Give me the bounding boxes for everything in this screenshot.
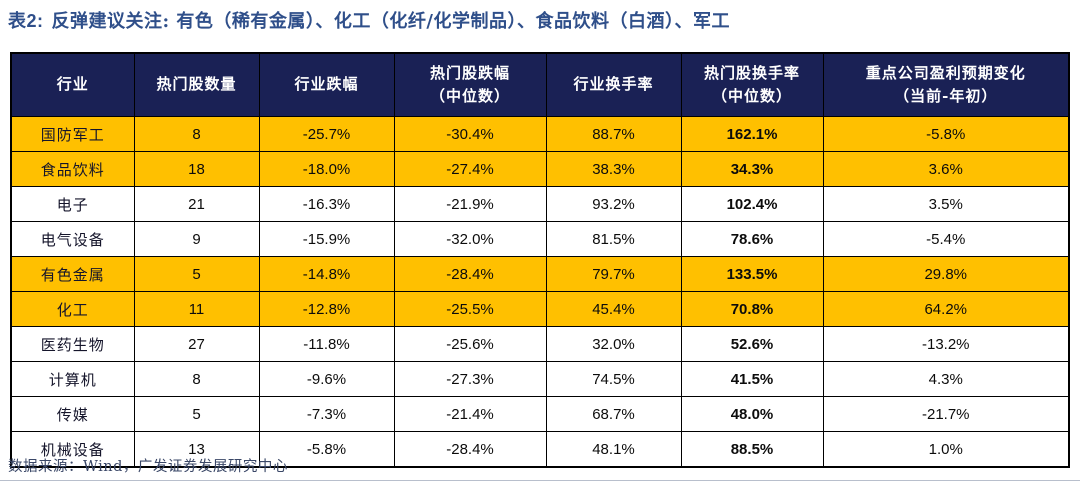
table-row: 机械设备 13 -5.8% -28.4% 48.1% 88.5% 1.0%	[10, 431, 1070, 468]
cell-industry-turnover: 45.4%	[545, 291, 682, 327]
cell-hot-stock-decline-median: -21.9%	[393, 186, 547, 222]
cell-hot-stock-count: 8	[133, 361, 260, 397]
table-header-row: 行业 热门股数量 行业跌幅 热门股跌幅 （中位数） 行业换手率 热门股换手率 （中位数） 重点公…	[10, 52, 1070, 117]
cell-industry: 化工	[10, 291, 135, 327]
cell-profit-forecast-change: 3.6%	[822, 151, 1070, 187]
table-title-text: 反弹建议关注: 有色（稀有金属）、化工（化纤/化学制品）、食品饮料（白酒）、军工	[51, 11, 730, 32]
cell-profit-forecast-change: 64.2%	[822, 291, 1070, 327]
cell-hot-stock-decline-median: -28.4%	[393, 431, 547, 468]
cell-industry-turnover: 93.2%	[545, 186, 682, 222]
cell-hot-stock-decline-median: -28.4%	[393, 256, 547, 292]
cell-industry-decline: -18.0%	[258, 151, 395, 187]
cell-industry-decline: -9.6%	[258, 361, 395, 397]
cell-industry-turnover: 81.5%	[545, 221, 682, 257]
cell-industry: 国防军工	[10, 116, 135, 152]
cell-industry-turnover: 48.1%	[545, 431, 682, 468]
data-source-note: 数据来源：Wind，广发证券发展研究中心	[8, 459, 288, 475]
cell-industry-turnover: 88.7%	[545, 116, 682, 152]
cell-profit-forecast-change: -13.2%	[822, 326, 1070, 362]
cell-industry: 电气设备	[10, 221, 135, 257]
cell-industry: 医药生物	[10, 326, 135, 362]
cell-profit-forecast-change: 1.0%	[822, 431, 1070, 468]
cell-hot-stock-count: 18	[133, 151, 260, 187]
column-header: 行业跌幅	[258, 52, 395, 117]
cell-hot-stock-count: 21	[133, 186, 260, 222]
table-row: 传媒 5 -7.3% -21.4% 68.7% 48.0% -21.7%	[10, 396, 1070, 432]
table-row: 国防军工 8 -25.7% -30.4% 88.7% 162.1% -5.8%	[10, 116, 1070, 152]
cell-industry-decline: -12.8%	[258, 291, 395, 327]
cell-hot-stock-turnover-median: 41.5%	[680, 361, 824, 397]
cell-hot-stock-decline-median: -25.5%	[393, 291, 547, 327]
cell-industry: 电子	[10, 186, 135, 222]
table-row: 化工 11 -12.8% -25.5% 45.4% 70.8% 64.2%	[10, 291, 1070, 327]
cell-industry-decline: -16.3%	[258, 186, 395, 222]
cell-hot-stock-turnover-median: 88.5%	[680, 431, 824, 468]
cell-hot-stock-count: 9	[133, 221, 260, 257]
table-row: 医药生物 27 -11.8% -25.6% 32.0% 52.6% -13.2%	[10, 326, 1070, 362]
cell-profit-forecast-change: -5.4%	[822, 221, 1070, 257]
cell-hot-stock-count: 27	[133, 326, 260, 362]
cell-hot-stock-turnover-median: 133.5%	[680, 256, 824, 292]
cell-industry: 传媒	[10, 396, 135, 432]
table-row: 有色金属 5 -14.8% -28.4% 79.7% 133.5% 29.8%	[10, 256, 1070, 292]
cell-industry-decline: -7.3%	[258, 396, 395, 432]
cell-hot-stock-count: 5	[133, 256, 260, 292]
table-title: 表2: 反弹建议关注: 有色（稀有金属）、化工（化纤/化学制品）、食品饮料（白酒）…	[8, 7, 730, 33]
cell-industry-turnover: 32.0%	[545, 326, 682, 362]
cell-hot-stock-turnover-median: 162.1%	[680, 116, 824, 152]
cell-hot-stock-decline-median: -27.4%	[393, 151, 547, 187]
cell-profit-forecast-change: -5.8%	[822, 116, 1070, 152]
cell-industry-turnover: 68.7%	[545, 396, 682, 432]
cell-hot-stock-count: 8	[133, 116, 260, 152]
cell-profit-forecast-change: 3.5%	[822, 186, 1070, 222]
page-divider-line	[0, 480, 1080, 481]
cell-industry: 食品饮料	[10, 151, 135, 187]
industry-rebound-table: 行业 热门股数量 行业跌幅 热门股跌幅 （中位数） 行业换手率 热门股换手率 （中位数） 重点公…	[10, 52, 1070, 468]
cell-hot-stock-decline-median: -25.6%	[393, 326, 547, 362]
cell-industry: 有色金属	[10, 256, 135, 292]
cell-profit-forecast-change: 29.8%	[822, 256, 1070, 292]
table-title-tag: 表2:	[8, 11, 44, 31]
cell-industry-turnover: 38.3%	[545, 151, 682, 187]
cell-hot-stock-turnover-median: 70.8%	[680, 291, 824, 327]
table-row: 电子 21 -16.3% -21.9% 93.2% 102.4% 3.5%	[10, 186, 1070, 222]
cell-hot-stock-turnover-median: 78.6%	[680, 221, 824, 257]
column-header: 重点公司盈利预期变化 （当前-年初）	[822, 52, 1070, 117]
cell-hot-stock-turnover-median: 34.3%	[680, 151, 824, 187]
cell-hot-stock-count: 5	[133, 396, 260, 432]
cell-hot-stock-turnover-median: 102.4%	[680, 186, 824, 222]
column-header: 热门股换手率 （中位数）	[680, 52, 824, 117]
column-header: 行业	[10, 52, 135, 117]
cell-profit-forecast-change: 4.3%	[822, 361, 1070, 397]
cell-hot-stock-decline-median: -21.4%	[393, 396, 547, 432]
cell-industry: 机械设备	[10, 431, 135, 468]
cell-hot-stock-decline-median: -27.3%	[393, 361, 547, 397]
cell-industry-decline: -25.7%	[258, 116, 395, 152]
cell-hot-stock-decline-median: -30.4%	[393, 116, 547, 152]
cell-hot-stock-turnover-median: 48.0%	[680, 396, 824, 432]
cell-hot-stock-decline-median: -32.0%	[393, 221, 547, 257]
table-row: 电气设备 9 -15.9% -32.0% 81.5% 78.6% -5.4%	[10, 221, 1070, 257]
table-row: 计算机 8 -9.6% -27.3% 74.5% 41.5% 4.3%	[10, 361, 1070, 397]
column-header: 热门股跌幅 （中位数）	[393, 52, 547, 117]
cell-industry-turnover: 79.7%	[545, 256, 682, 292]
cell-profit-forecast-change: -21.7%	[822, 396, 1070, 432]
cell-industry-turnover: 74.5%	[545, 361, 682, 397]
cell-industry-decline: -15.9%	[258, 221, 395, 257]
cell-hot-stock-count: 13	[133, 431, 260, 468]
cell-industry-decline: -14.8%	[258, 256, 395, 292]
table-row: 食品饮料 18 -18.0% -27.4% 38.3% 34.3% 3.6%	[10, 151, 1070, 187]
cell-industry-decline: -11.8%	[258, 326, 395, 362]
cell-industry: 计算机	[10, 361, 135, 397]
cell-hot-stock-count: 11	[133, 291, 260, 327]
column-header: 热门股数量	[133, 52, 260, 117]
column-header: 行业换手率	[545, 52, 682, 117]
cell-hot-stock-turnover-median: 52.6%	[680, 326, 824, 362]
